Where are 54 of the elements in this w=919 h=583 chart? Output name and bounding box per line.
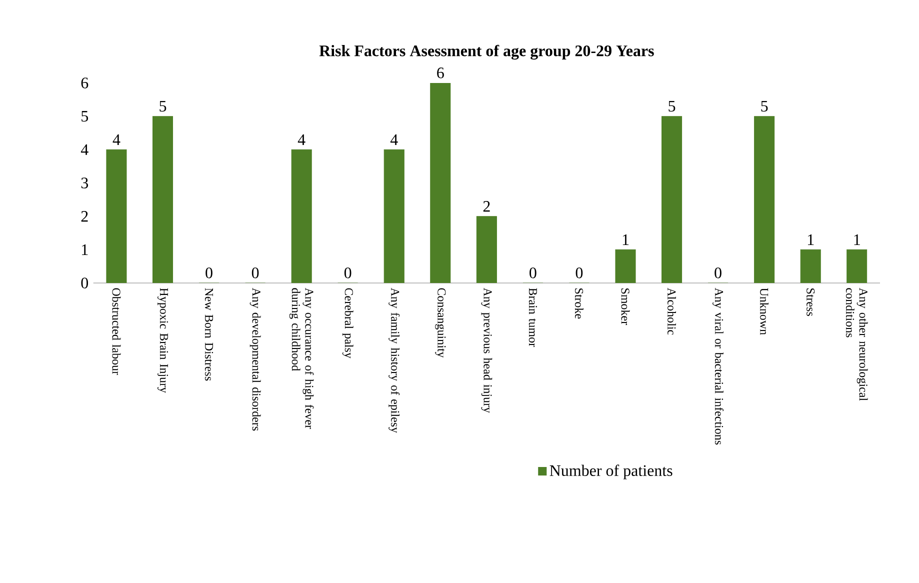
x-tick-label: Brain tumor bbox=[528, 288, 537, 347]
x-tick-label: Obstructed labour bbox=[112, 288, 121, 375]
bar bbox=[754, 116, 775, 284]
data-label: 4 bbox=[112, 134, 120, 145]
x-tick-label: Any developmental disorders bbox=[250, 288, 261, 431]
y-tick-label: 0 bbox=[81, 278, 88, 288]
data-label: 5 bbox=[668, 100, 676, 112]
x-tick-label: Any family history of epilesy bbox=[388, 288, 400, 433]
x-tick-label: Consanguinity bbox=[435, 288, 446, 358]
data-label: 2 bbox=[483, 201, 490, 212]
data-label: 1 bbox=[808, 234, 814, 245]
y-tick-label: 1 bbox=[82, 244, 88, 255]
data-label: 5 bbox=[761, 100, 768, 112]
y-tick-label: 2 bbox=[81, 211, 88, 222]
data-label: 0 bbox=[206, 267, 212, 278]
x-tick-label: Cerebral palsy bbox=[342, 288, 354, 358]
y-tick-label: 5 bbox=[82, 111, 88, 122]
data-label: 1 bbox=[854, 234, 860, 245]
chart-title: Risk Factors Asessment of age group 20-29 Years bbox=[319, 44, 654, 60]
bar bbox=[476, 216, 497, 284]
bar bbox=[615, 249, 636, 284]
bar bbox=[800, 249, 821, 284]
data-label: 1 bbox=[622, 234, 629, 245]
bar bbox=[384, 149, 404, 284]
x-tick-label: Unknown bbox=[760, 288, 769, 335]
legend-label: Number of patients bbox=[550, 464, 672, 480]
data-label: 0 bbox=[344, 267, 352, 278]
y-tick-label: 6 bbox=[81, 78, 88, 88]
x-tick-label: Any viral or bacterial infections bbox=[712, 288, 724, 445]
bar bbox=[846, 249, 868, 284]
data-label: 4 bbox=[298, 134, 306, 145]
x-tick-label: Alcoholic bbox=[668, 288, 676, 335]
x-tick-label: Any previous head injury bbox=[481, 288, 492, 413]
data-label: 0 bbox=[576, 267, 583, 278]
data-label: 5 bbox=[160, 100, 166, 112]
bar bbox=[662, 116, 682, 284]
x-tick-label: Stroke bbox=[574, 288, 584, 319]
data-label: 6 bbox=[437, 68, 444, 78]
data-label: 4 bbox=[390, 134, 398, 145]
x-tick-label: Smoker bbox=[621, 288, 630, 325]
data-label: 0 bbox=[530, 267, 536, 278]
x-tick-label: Any occurance of high fever during childhood bbox=[289, 288, 314, 429]
y-tick-label: 3 bbox=[81, 178, 88, 188]
bar bbox=[291, 149, 312, 284]
data-label: 0 bbox=[714, 267, 722, 278]
x-tick-label: Stress bbox=[806, 288, 815, 316]
bar bbox=[430, 83, 451, 284]
data-label: 0 bbox=[252, 267, 259, 278]
x-tick-label: New Born Distress bbox=[204, 288, 214, 381]
bar bbox=[152, 116, 174, 284]
bar bbox=[106, 149, 127, 284]
y-tick-label: 4 bbox=[80, 144, 88, 155]
x-tick-label: Hypoxic Brain Injury bbox=[157, 288, 168, 393]
x-tick-label: Any other neurological conditions bbox=[846, 288, 868, 401]
